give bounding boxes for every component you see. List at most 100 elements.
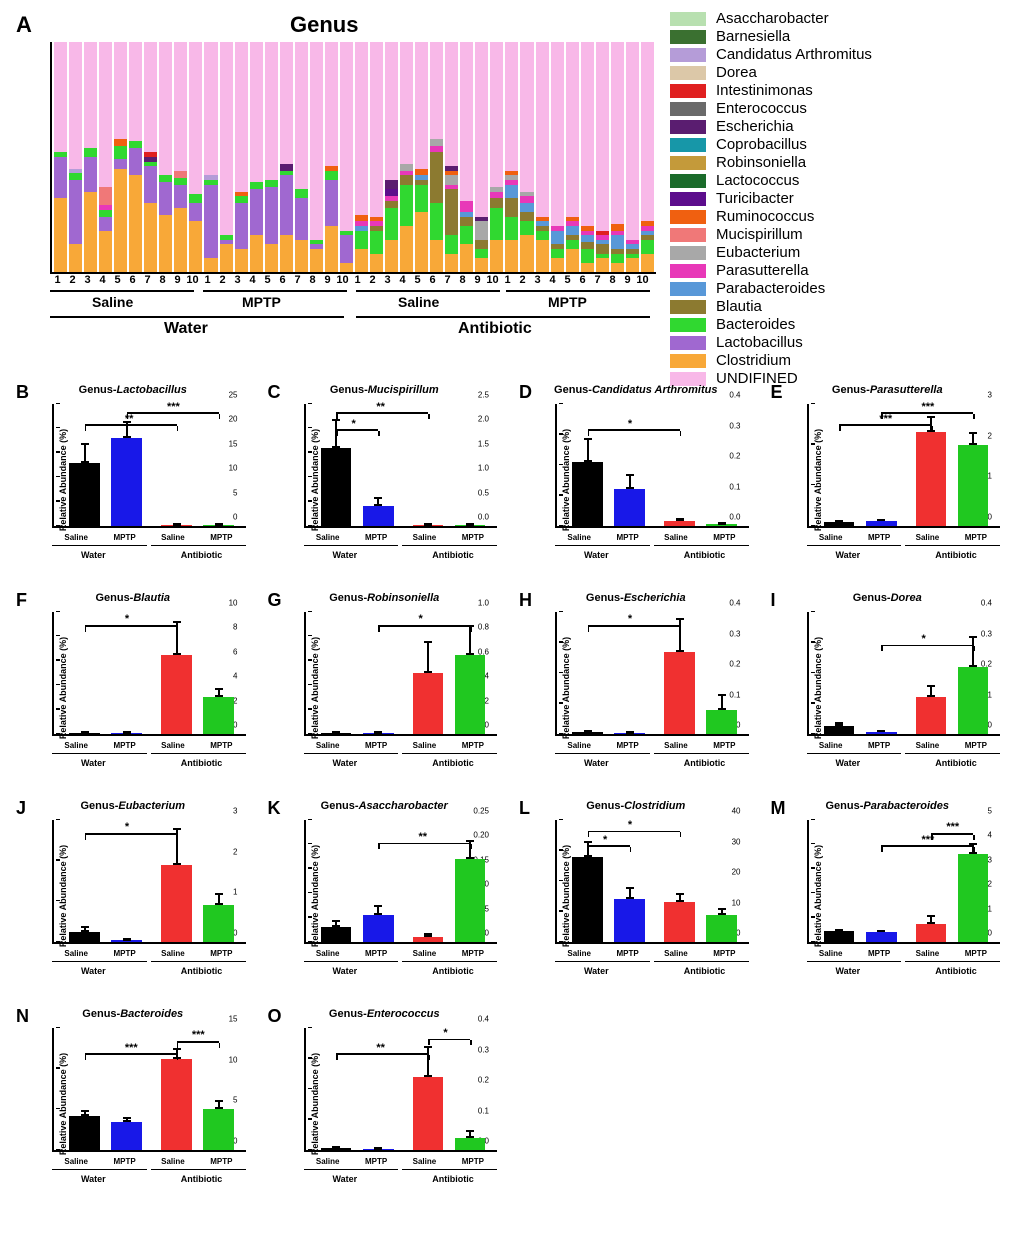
legend-item: Clostridium [670,352,1010,369]
subpanel-title: Genus-Robinsoniella [262,592,508,604]
x-labels: SalineMPTP SalineMPTP [52,949,246,958]
stacked-bar [400,42,413,272]
stacked-bar [325,42,338,272]
stacked-bar [99,42,112,272]
x-labels: SalineMPTP SalineMPTP [52,741,246,750]
bar-chart: 0123****** [807,404,1001,528]
stacked-bar [174,42,187,272]
subpanel-F: F Genus-Blautia Relative Abundance (%) 0… [10,588,256,788]
x-labels: SalineMPTP SalineMPTP [555,741,749,750]
bar-chart: 0.00.20.40.60.81.0* [304,612,498,736]
legend-item: Robinsoniella [670,154,1010,171]
stacked-bar [265,42,278,272]
panel-a-label: A [16,12,32,38]
subpanel-title: Genus-Bacteroides [10,1008,256,1020]
x-labels: SalineMPTP SalineMPTP [304,533,498,542]
stacked-bar [415,42,428,272]
stacked-bar [475,42,488,272]
bar-chart: 0.00.10.20.30.4* [555,404,749,528]
panel-a-stacked-bar: A Genus 12345678910123456789101234567891… [10,10,1010,370]
stacked-bar [340,42,353,272]
bar-chart: 0246810* [52,612,246,736]
bar-chart: 0.00.51.01.52.02.5*** [304,404,498,528]
stacked-bar [611,42,624,272]
stacked-bar [295,42,308,272]
stacked-bar [641,42,654,272]
subpanel-title: Genus-Eubacterium [10,800,256,812]
legend-item: Coprobacillus [670,136,1010,153]
stacked-bar [114,42,127,272]
legend-item: Turicibacter [670,190,1010,207]
x-labels: SalineMPTP SalineMPTP [807,741,1001,750]
x-labels: SalineMPTP SalineMPTP [555,949,749,958]
stacked-bar [551,42,564,272]
stacked-bar [235,42,248,272]
stacked-bar [490,42,503,272]
subpanels-grid: B Genus-Lactobacillus Relative Abundance… [10,380,1010,1204]
subpanel-B: B Genus-Lactobacillus Relative Abundance… [10,380,256,580]
subpanel-N: N Genus-Bacteroides Relative Abundance (… [10,1004,256,1204]
subpanel-title: Genus-Parabacteroides [765,800,1011,812]
bar-chart: 0.00.10.20.30.4*** [304,1028,498,1152]
subpanel-O: O Genus-Enterococcus Relative Abundance … [262,1004,508,1204]
subpanel-E: E Genus-Parasutterella Relative Abundanc… [765,380,1011,580]
subpanel-title: Genus-Dorea [765,592,1011,604]
stacked-bar [566,42,579,272]
subpanel-title: Genus-Asaccharobacter [262,800,508,812]
subpanel-title: Genus-Enterococcus [262,1008,508,1020]
legend-item: Bacteroides [670,316,1010,333]
subpanel-C: C Genus-Mucispirillum Relative Abundance… [262,380,508,580]
bar-chart: 0510152025***** [52,404,246,528]
legend-item: Dorea [670,64,1010,81]
stacked-bar [189,42,202,272]
legend-item: Lactobacillus [670,334,1010,351]
x-labels: SalineMPTP SalineMPTP [555,533,749,542]
stacked-bar [581,42,594,272]
bar-chart: 051015****** [52,1028,246,1152]
stacked-bar [505,42,518,272]
stacked-bar [460,42,473,272]
bar-chart: 010203040** [555,820,749,944]
legend-item: Asaccharobacter [670,10,1010,27]
stacked-bar [536,42,549,272]
subpanel-G: G Genus-Robinsoniella Relative Abundance… [262,588,508,788]
stacked-bar [204,42,217,272]
stacked-bar [280,42,293,272]
stacked-bar [445,42,458,272]
stacked-bar [220,42,233,272]
subpanel-title: Genus-Escherichia [513,592,759,604]
legend: AsaccharobacterBarnesiellaCandidatus Art… [670,10,1010,388]
stacked-bar [310,42,323,272]
subpanel-K: K Genus-Asaccharobacter Relative Abundan… [262,796,508,996]
stacked-bar [84,42,97,272]
legend-item: Escherichia [670,118,1010,135]
stacked-bar [430,42,443,272]
bar-chart: 0123* [52,820,246,944]
subpanel-I: I Genus-Dorea Relative Abundance (%) 0.0… [765,588,1011,788]
x-labels: SalineMPTP SalineMPTP [304,949,498,958]
legend-item: Candidatus Arthromitus [670,46,1010,63]
subpanel-title: Genus-Clostridium [513,800,759,812]
stacked-bar [250,42,263,272]
subpanel-H: H Genus-Escherichia Relative Abundance (… [513,588,759,788]
stacked-bar [520,42,533,272]
subpanel-M: M Genus-Parabacteroides Relative Abundan… [765,796,1011,996]
bar-chart: 0.00.10.20.30.4* [555,612,749,736]
panel-a-x-labels: 1234567891012345678910123456789101234567… [50,274,650,286]
subpanel-title: Genus-Parasutterella [765,384,1011,396]
stacked-bar [355,42,368,272]
stacked-bar [626,42,639,272]
stacked-chart-area [50,42,656,274]
subpanel-title: Genus-Lactobacillus [10,384,256,396]
x-labels: SalineMPTP SalineMPTP [52,1157,246,1166]
legend-item: Parasutterella [670,262,1010,279]
stacked-bar [144,42,157,272]
bar-chart: 012345****** [807,820,1001,944]
subpanel-J: J Genus-Eubacterium Relative Abundance (… [10,796,256,996]
subpanel-L: L Genus-Clostridium Relative Abundance (… [513,796,759,996]
x-labels: SalineMPTP SalineMPTP [304,741,498,750]
bar-chart: 0.000.050.100.150.200.25** [304,820,498,944]
stacked-bar [385,42,398,272]
stacked-bar [129,42,142,272]
legend-item: Mucispirillum [670,226,1010,243]
